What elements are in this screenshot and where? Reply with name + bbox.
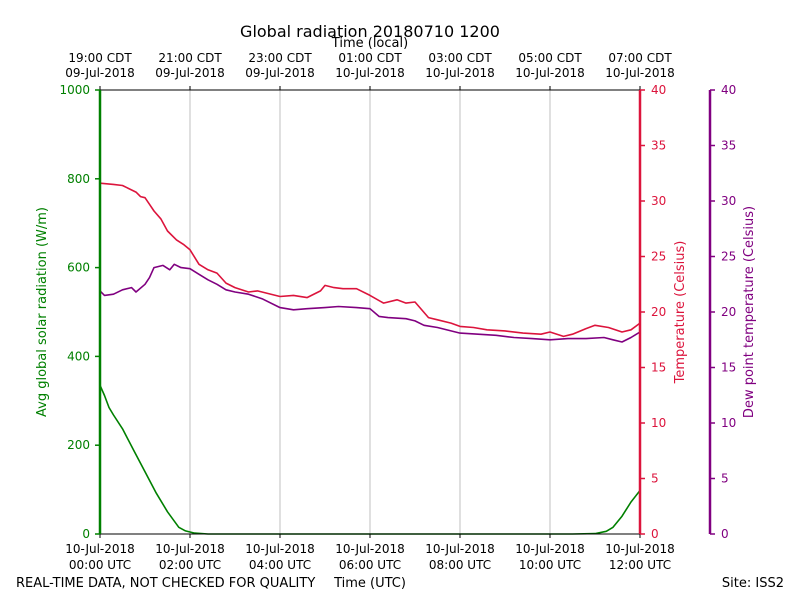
dewpoint-tick-label: 30 xyxy=(721,194,736,208)
radiation-axis-label: Avg global solar radiation (W/m) xyxy=(35,207,50,417)
x-tick-label: 10-Jul-2018 xyxy=(335,542,405,556)
radiation-tick-label: 200 xyxy=(67,438,90,452)
bottom-axis-label: Time (UTC) xyxy=(333,576,406,591)
radiation-tick-label: 1000 xyxy=(59,83,90,97)
dewpoint-tick-label: 10 xyxy=(721,416,736,430)
temperature-axis-label: Temperature (Celsius) xyxy=(673,241,688,385)
top-x-tick-label: 03:00 CDT xyxy=(428,51,492,65)
dewpoint-axis-label: Dew point temperature (Celsius) xyxy=(742,206,757,418)
chart-title: Global radiation 20180710 1200 xyxy=(240,22,500,41)
temperature-tick-label: 15 xyxy=(651,361,666,375)
x-tick-label-time: 08:00 UTC xyxy=(429,558,491,572)
x-tick-label: 10-Jul-2018 xyxy=(425,542,495,556)
top-x-tick-label: 07:00 CDT xyxy=(608,51,672,65)
x-tick-label-time: 12:00 UTC xyxy=(609,558,671,572)
top-axis-label: Time (local) xyxy=(331,36,408,51)
dewpoint-tick-label: 25 xyxy=(721,250,736,264)
x-tick-label-time: 00:00 UTC xyxy=(69,558,131,572)
top-x-tick-label-date: 10-Jul-2018 xyxy=(605,66,675,80)
x-tick-label: 10-Jul-2018 xyxy=(515,542,585,556)
x-tick-label-time: 06:00 UTC xyxy=(339,558,401,572)
dewpoint-tick-label: 15 xyxy=(721,361,736,375)
temperature-tick-label: 30 xyxy=(651,194,666,208)
top-x-tick-label-date: 10-Jul-2018 xyxy=(515,66,585,80)
top-x-tick-label-date: 09-Jul-2018 xyxy=(65,66,135,80)
x-tick-label-time: 10:00 UTC xyxy=(519,558,581,572)
temperature-tick-label: 10 xyxy=(651,416,666,430)
top-x-tick-label: 21:00 CDT xyxy=(158,51,222,65)
temperature-tick-label: 20 xyxy=(651,305,666,319)
top-x-tick-label-date: 09-Jul-2018 xyxy=(245,66,315,80)
radiation-tick-label: 0 xyxy=(82,527,90,541)
site-label: Site: ISS2 xyxy=(722,576,784,591)
dewpoint-tick-label: 0 xyxy=(721,527,729,541)
temperature-tick-label: 25 xyxy=(651,250,666,264)
x-tick-label: 10-Jul-2018 xyxy=(65,542,135,556)
dewpoint-tick-label: 5 xyxy=(721,472,729,486)
radiation-tick-label: 800 xyxy=(67,172,90,186)
temperature-series-line xyxy=(99,182,641,338)
radiation-tick-label: 600 xyxy=(67,261,90,275)
x-tick-label: 10-Jul-2018 xyxy=(245,542,315,556)
top-x-tick-label: 19:00 CDT xyxy=(68,51,132,65)
x-tick-label: 10-Jul-2018 xyxy=(605,542,675,556)
top-x-tick-label-date: 09-Jul-2018 xyxy=(155,66,225,80)
quality-disclaimer: REAL-TIME DATA, NOT CHECKED FOR QUALITY xyxy=(16,576,315,591)
temperature-tick-label: 5 xyxy=(651,472,659,486)
top-x-tick-label: 05:00 CDT xyxy=(518,51,582,65)
dewpoint-tick-label: 20 xyxy=(721,305,736,319)
top-x-tick-label: 23:00 CDT xyxy=(248,51,312,65)
x-tick-label: 10-Jul-2018 xyxy=(155,542,225,556)
dewpoint-series-line xyxy=(99,263,641,343)
x-tick-label-time: 04:00 UTC xyxy=(249,558,311,572)
dewpoint-tick-label: 40 xyxy=(721,83,736,97)
top-x-tick-label-date: 10-Jul-2018 xyxy=(425,66,495,80)
temperature-tick-label: 40 xyxy=(651,83,666,97)
top-x-tick-label-date: 10-Jul-2018 xyxy=(335,66,405,80)
dewpoint-tick-label: 35 xyxy=(721,139,736,153)
top-x-tick-label: 01:00 CDT xyxy=(338,51,402,65)
temperature-tick-label: 35 xyxy=(651,139,666,153)
temperature-tick-label: 0 xyxy=(651,527,659,541)
x-tick-label-time: 02:00 UTC xyxy=(159,558,221,572)
radiation-tick-label: 400 xyxy=(67,349,90,363)
radiation-series-line xyxy=(99,384,641,535)
